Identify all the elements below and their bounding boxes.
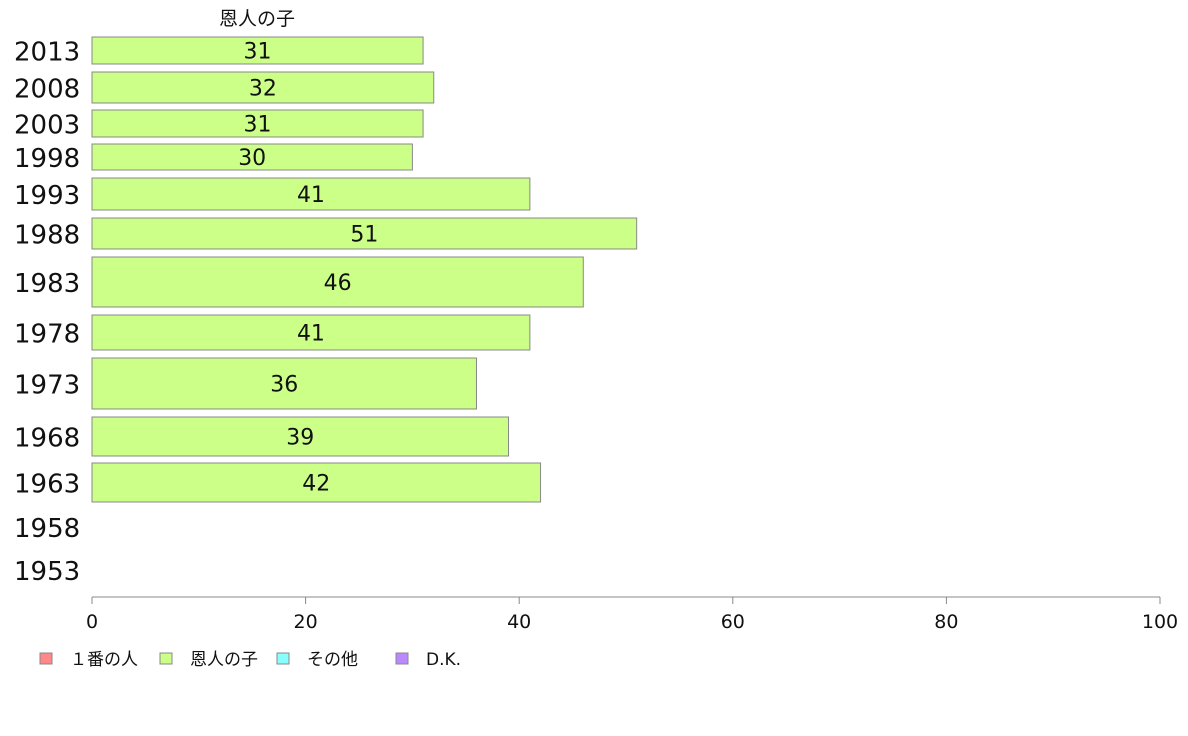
bar-value-label: 41 xyxy=(297,322,325,347)
x-tick-label: 80 xyxy=(934,611,958,633)
bar-value-label: 32 xyxy=(249,77,277,102)
bar xyxy=(91,143,413,171)
bar-value-label: 31 xyxy=(244,113,272,138)
bar-value-label: 51 xyxy=(350,223,378,248)
year-label: 1993 xyxy=(14,181,80,211)
x-axis: 0 20 40 60 80 100 xyxy=(86,596,1178,633)
bar xyxy=(91,177,531,211)
year-label: 2003 xyxy=(14,111,80,141)
legend-swatch xyxy=(159,652,173,665)
bar xyxy=(91,314,531,351)
legend-swatch xyxy=(39,652,53,665)
year-label: 1973 xyxy=(14,371,80,401)
year-label: 1963 xyxy=(14,470,80,500)
bar-value-label: 42 xyxy=(302,472,330,497)
bar xyxy=(91,71,435,104)
year-label: 1978 xyxy=(14,320,80,350)
year-label: 1998 xyxy=(14,144,80,174)
bar xyxy=(91,36,424,65)
year-label: 1953 xyxy=(14,557,80,587)
bar xyxy=(91,462,542,503)
legend-swatch xyxy=(276,652,290,665)
bar-value-label: 39 xyxy=(286,426,314,451)
bar-value-label: 36 xyxy=(270,373,298,398)
bar xyxy=(91,357,477,410)
x-tick-label: 100 xyxy=(1142,611,1178,633)
year-label: 2013 xyxy=(14,38,80,68)
year-label: 1983 xyxy=(14,269,80,299)
year-label: 1958 xyxy=(14,514,80,544)
legend: １番の人 恩人の子 その他 D.K. xyxy=(39,650,461,670)
legend-label: 恩人の子 xyxy=(190,650,258,670)
bar-value-label: 30 xyxy=(238,146,266,171)
bar xyxy=(91,416,510,457)
x-tick-label: 60 xyxy=(721,611,745,633)
year-label: 1988 xyxy=(14,221,80,251)
legend-label: １番の人 xyxy=(70,650,138,670)
year-label: 1968 xyxy=(14,424,80,454)
bar xyxy=(91,217,638,250)
legend-swatch xyxy=(395,652,409,665)
bar xyxy=(91,256,584,308)
column-title: 恩人の子 xyxy=(219,8,295,30)
bar-value-label: 41 xyxy=(297,183,325,208)
legend-label: その他 xyxy=(307,650,358,670)
bar-value-label: 31 xyxy=(244,40,272,65)
year-label: 2008 xyxy=(14,75,80,105)
x-tick-label: 40 xyxy=(507,611,531,633)
x-tick-label: 20 xyxy=(294,611,318,633)
bar-value-label: 46 xyxy=(324,271,352,296)
x-tick-label: 0 xyxy=(86,611,98,633)
bars-group: 2013 31 2008 32 2003 31 1998 30 1993 41 1988 51 1983… xyxy=(14,36,638,587)
bar xyxy=(91,109,424,138)
legend-label: D.K. xyxy=(426,650,461,670)
